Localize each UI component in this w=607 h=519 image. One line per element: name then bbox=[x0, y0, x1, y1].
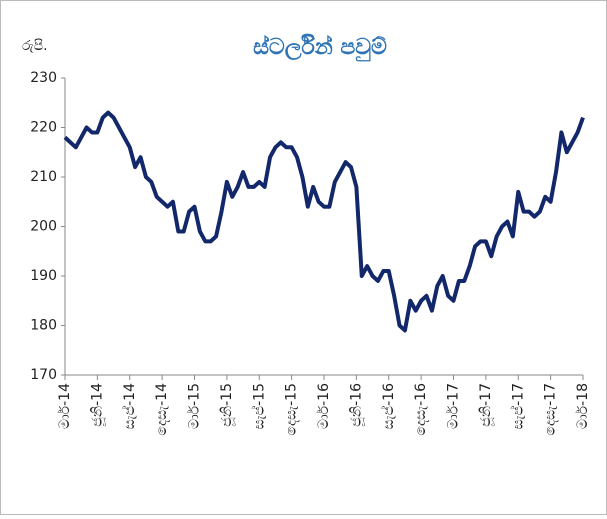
x-tick-label: ජූනි-17 bbox=[478, 383, 495, 427]
x-tick-label: දෙසැ-16 bbox=[413, 383, 429, 436]
y-tick-label: 180 bbox=[30, 318, 57, 334]
x-tick-label: මාර්-18 bbox=[575, 383, 591, 429]
y-tick-label: 220 bbox=[30, 120, 57, 136]
y-tick-label: 230 bbox=[30, 70, 57, 86]
x-tick-label: ජූනි-14 bbox=[89, 383, 106, 427]
x-tick-label: සැප්-16 bbox=[381, 383, 397, 429]
y-axis-label: රුපි. bbox=[22, 38, 48, 54]
line-series bbox=[63, 110, 585, 333]
y-tick-label: 170 bbox=[30, 367, 57, 383]
x-tick-label: ජූනි-15 bbox=[219, 383, 236, 427]
y-tick-label: 200 bbox=[30, 219, 57, 235]
x-tick-label: සැප්-15 bbox=[251, 383, 267, 429]
chart-title: ස්ටර්ලින් පවුම් bbox=[253, 33, 387, 62]
y-tick-label: 210 bbox=[30, 169, 57, 185]
x-tick-label: සැප්-14 bbox=[122, 383, 138, 429]
x-tick-label: ජූනි-16 bbox=[348, 383, 365, 427]
x-tick-label: මාර්-14 bbox=[57, 383, 73, 429]
y-tick-label: 190 bbox=[30, 268, 57, 284]
x-tick-label: දෙසැ-14 bbox=[154, 383, 170, 436]
x-tick-label: මාර්-17 bbox=[446, 383, 462, 429]
x-tick-label: දෙසැ-17 bbox=[543, 383, 559, 436]
x-tick-label: මාර්-16 bbox=[316, 383, 332, 429]
x-tick-label: දෙසැ-15 bbox=[284, 383, 300, 436]
x-tick-label: මාර්-15 bbox=[187, 383, 203, 429]
x-tick-label: සැප්-17 bbox=[510, 383, 526, 429]
